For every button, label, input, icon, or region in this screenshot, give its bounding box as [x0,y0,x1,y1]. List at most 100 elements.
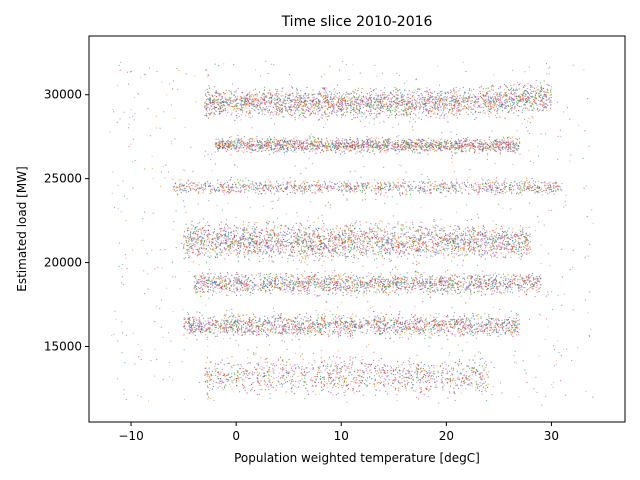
data-point [484,146,486,148]
data-point [332,140,334,142]
data-point [421,100,423,102]
data-point [276,151,278,153]
data-point [360,144,362,146]
data-point [398,100,400,103]
data-point [550,104,552,106]
data-point [345,183,347,185]
data-point [485,98,487,100]
data-point [453,102,455,104]
data-point [417,98,419,100]
data-point [520,93,522,95]
data-point [524,99,527,101]
data-point [417,105,419,107]
data-point [467,108,470,110]
data-point [310,106,313,108]
data-point [266,106,268,108]
data-point [370,113,373,115]
data-point [268,149,270,151]
data-point [485,147,487,150]
data-point [244,184,246,186]
data-point [480,96,483,99]
data-point [405,143,407,145]
data-point [312,97,314,99]
data-point [307,100,309,102]
data-point [181,183,183,185]
data-point [430,184,432,186]
data-point [423,140,425,142]
data-point [406,103,408,105]
data-point [447,91,449,93]
data-point [452,184,454,186]
data-point [298,147,300,149]
data-point [534,98,537,100]
data-point [315,105,317,107]
data-point [271,95,274,97]
data-point [490,96,492,98]
data-point [341,140,343,142]
data-point [204,115,206,117]
data-point [468,184,471,186]
data-point [237,141,239,144]
data-point [397,142,399,144]
data-point [321,102,323,104]
data-point [451,100,453,102]
data-point [354,145,356,147]
data-point [348,99,351,101]
data-point [508,111,510,113]
data-point [344,115,346,117]
data-point [429,142,431,145]
data-point [288,102,290,104]
data-point [474,102,476,104]
data-point [233,145,236,147]
data-point [391,100,393,102]
data-point [209,101,211,103]
data-point [493,139,496,142]
data-point [363,113,365,115]
data-point [441,92,443,95]
data-point [417,185,419,187]
data-point [382,105,384,107]
data-point [385,152,387,154]
data-point [518,84,521,86]
data-point [375,140,377,142]
data-point [284,105,286,108]
data-point [264,150,267,152]
data-point [492,145,494,147]
data-point [504,100,506,102]
data-point [486,142,488,144]
data-point [209,94,211,96]
data-point [425,146,428,149]
data-point [357,113,359,115]
data-point [367,141,369,143]
data-point [456,94,458,96]
data-point [325,90,327,92]
data-point [410,189,412,191]
data-point [526,177,528,179]
data-point [489,105,492,107]
data-point [505,102,507,104]
data-point [344,103,346,105]
data-point [378,185,380,187]
data-point [501,101,503,103]
data-point [416,101,418,103]
data-point [491,188,493,190]
data-point [280,111,282,113]
data-point [333,106,336,108]
data-point [222,139,224,141]
data-point [513,90,515,92]
data-point [327,141,329,143]
data-point [327,102,329,104]
data-point [274,145,276,147]
data-point [261,109,263,111]
data-point [216,147,218,149]
data-point [398,149,400,151]
data-point [235,147,237,149]
data-point [303,151,305,154]
data-point [425,114,427,117]
data-point [453,107,455,110]
data-point [357,90,359,92]
data-point [464,101,466,103]
data-point [456,110,458,112]
data-point [442,104,444,106]
data-point [407,147,409,149]
